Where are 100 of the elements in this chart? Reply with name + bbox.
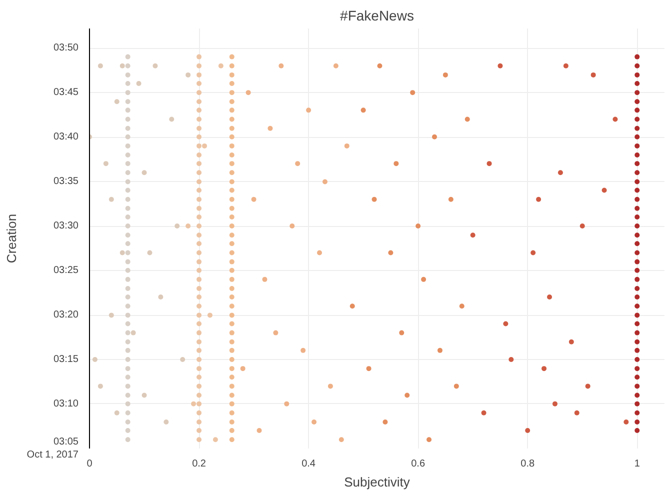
point xyxy=(229,143,234,148)
point xyxy=(290,224,295,229)
point xyxy=(196,268,202,273)
point xyxy=(229,339,234,344)
point xyxy=(120,63,125,68)
point xyxy=(229,312,234,318)
point xyxy=(103,161,108,166)
point xyxy=(174,224,180,229)
point xyxy=(240,366,246,372)
point xyxy=(186,224,191,229)
point xyxy=(125,366,130,372)
point xyxy=(125,63,130,68)
point xyxy=(125,374,130,380)
point xyxy=(229,206,234,211)
point xyxy=(229,161,234,166)
point xyxy=(312,419,317,424)
point xyxy=(125,152,130,158)
y-tick-label: 03:30 xyxy=(53,220,79,232)
point xyxy=(196,392,202,398)
point xyxy=(246,90,251,96)
point xyxy=(196,259,202,264)
point xyxy=(634,188,640,193)
point xyxy=(196,108,202,113)
point xyxy=(229,126,234,131)
point xyxy=(360,108,366,113)
x-tick-label: 0.4 xyxy=(302,458,316,470)
point xyxy=(125,401,130,406)
point xyxy=(196,80,202,86)
point xyxy=(125,304,130,309)
point xyxy=(196,179,202,184)
point xyxy=(125,80,130,86)
point xyxy=(125,108,130,113)
point xyxy=(568,339,574,344)
point xyxy=(634,90,640,96)
point xyxy=(98,63,103,68)
point xyxy=(634,196,640,202)
point xyxy=(229,108,234,113)
point xyxy=(634,366,640,372)
point xyxy=(196,134,202,140)
point xyxy=(147,250,152,256)
point xyxy=(372,196,377,202)
point xyxy=(229,152,234,158)
point xyxy=(306,108,312,113)
y-tick-label: 03:15 xyxy=(53,354,79,366)
point xyxy=(454,384,459,389)
point xyxy=(196,357,202,362)
point xyxy=(278,63,284,68)
point xyxy=(634,428,640,434)
point xyxy=(256,428,262,434)
point xyxy=(634,241,640,246)
point xyxy=(634,206,640,211)
point xyxy=(602,188,607,193)
point xyxy=(634,126,640,131)
point xyxy=(196,437,202,442)
point xyxy=(634,250,640,256)
point xyxy=(530,250,536,256)
point xyxy=(229,259,234,264)
x-tick-label: 0.8 xyxy=(520,458,535,470)
point xyxy=(498,63,503,68)
point xyxy=(229,410,234,416)
point xyxy=(125,161,130,166)
point xyxy=(634,143,640,148)
point xyxy=(196,161,202,166)
point xyxy=(328,384,333,389)
point xyxy=(196,152,202,158)
point xyxy=(464,116,470,122)
point xyxy=(196,214,202,220)
point xyxy=(634,134,640,140)
point xyxy=(634,116,640,122)
point xyxy=(125,312,130,318)
point xyxy=(525,428,530,434)
point xyxy=(634,161,640,166)
point xyxy=(114,99,120,104)
point xyxy=(634,330,640,336)
point xyxy=(136,80,142,86)
point xyxy=(229,286,234,291)
point xyxy=(202,143,207,148)
point xyxy=(634,374,640,380)
point xyxy=(196,170,202,176)
point xyxy=(350,304,355,309)
point xyxy=(634,339,640,344)
point xyxy=(92,357,98,362)
point xyxy=(634,99,640,104)
point xyxy=(388,250,394,256)
point xyxy=(580,224,585,229)
point xyxy=(634,321,640,326)
point xyxy=(196,196,202,202)
point xyxy=(590,72,596,78)
point xyxy=(563,63,568,68)
point xyxy=(634,232,640,238)
point xyxy=(229,54,234,60)
chart-title: #FakeNews xyxy=(340,8,414,24)
point xyxy=(448,196,454,202)
point xyxy=(130,330,136,336)
point xyxy=(125,428,130,434)
point xyxy=(634,259,640,264)
point xyxy=(196,321,202,326)
point xyxy=(634,214,640,220)
point xyxy=(344,143,350,148)
point xyxy=(125,206,130,211)
